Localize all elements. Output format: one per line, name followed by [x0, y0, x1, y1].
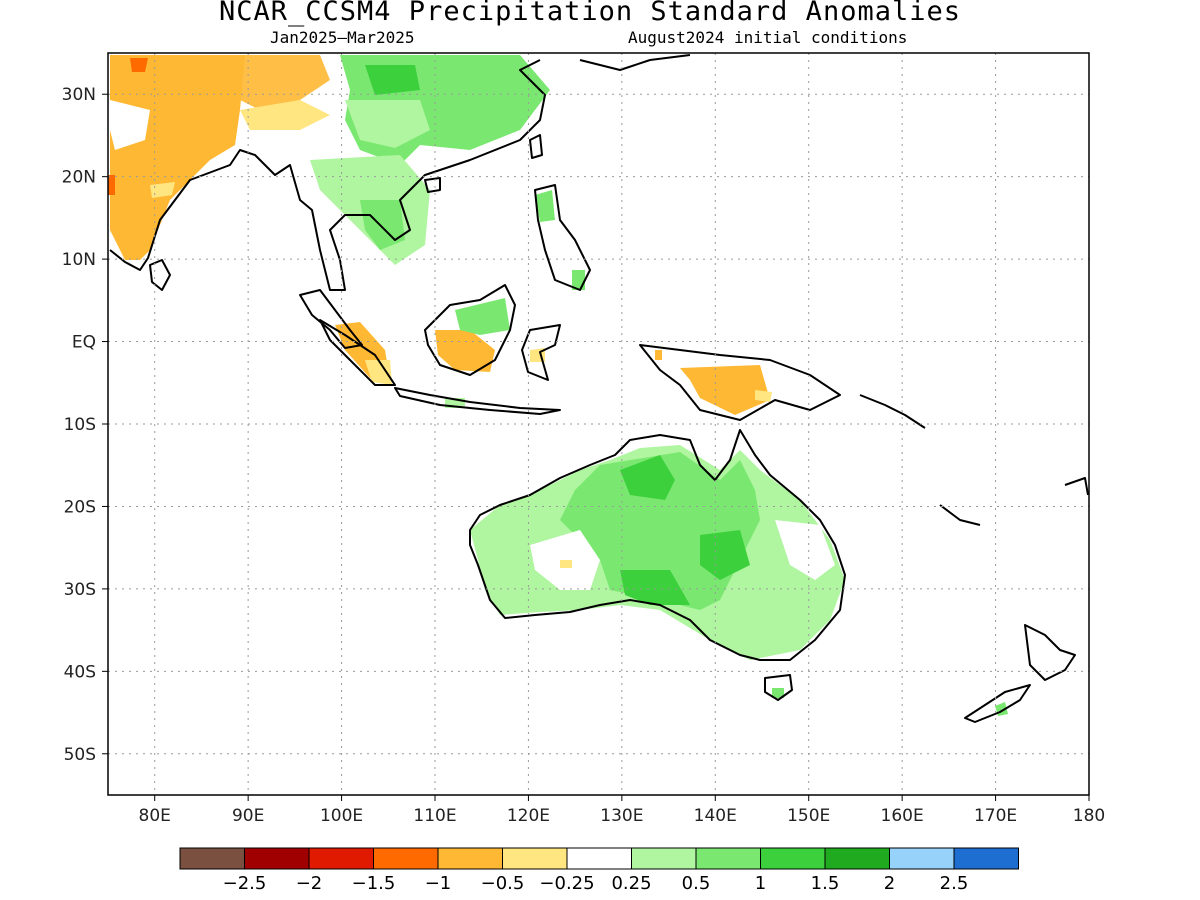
- colorbar-label: −0.25: [539, 873, 594, 894]
- colorbar-swatch: [566, 847, 632, 870]
- lat-label: EQ: [72, 333, 96, 353]
- coast-australia: [469, 429, 846, 661]
- anomaly-dry-borneo: [435, 330, 495, 372]
- anomaly-light-dry-india: [150, 182, 175, 198]
- coast-solomon: [859, 394, 926, 429]
- longitude-labels: 80E 90E 100E 110E 120E 130E 140E 150E 160E 170E 18…: [139, 806, 1106, 826]
- colorbar-swatch: [889, 847, 955, 870]
- colorbar-swatch: [179, 847, 245, 870]
- coast-philippines: [534, 184, 591, 291]
- coast-vanuatu-fiji: [939, 477, 1089, 526]
- coast-java: [394, 387, 561, 415]
- anomaly-neutral-australia-e: [775, 520, 835, 580]
- anomaly-strong-wet-australia-c: [700, 530, 750, 580]
- lat-label: 30N: [62, 85, 96, 105]
- coast-malay-peninsula: [299, 289, 363, 349]
- lon-label: 180: [1073, 806, 1105, 826]
- lon-label: 160E: [881, 806, 924, 826]
- coast-asia-mainland: [109, 59, 546, 291]
- coast-hainan: [424, 177, 441, 193]
- colorbar-label: 2.5: [940, 873, 969, 894]
- anomaly-dry-india: [110, 55, 245, 260]
- colorbar-swatch: [631, 847, 697, 870]
- colorbar-swatch: [373, 847, 439, 870]
- anomaly-neutral-india: [110, 100, 150, 150]
- lon-label: 140E: [694, 806, 737, 826]
- lon-label: 120E: [507, 806, 550, 826]
- axis-ticks: [102, 93, 1090, 801]
- anomaly-light-dry-new-guinea: [655, 350, 662, 360]
- lat-label: 20S: [64, 497, 96, 517]
- lon-label: 90E: [232, 806, 264, 826]
- coast-taiwan: [529, 134, 543, 159]
- anomaly-strong-dry-india: [130, 58, 148, 72]
- colorbar-swatch: [502, 847, 568, 870]
- lon-label: 150E: [787, 806, 830, 826]
- lat-label: 20N: [62, 168, 96, 188]
- colorbar-label: 0.5: [682, 873, 711, 894]
- colorbar-swatch: [308, 847, 374, 870]
- coast-sumatra: [319, 319, 396, 386]
- colorbar-label: 0.25: [611, 873, 651, 894]
- coast-new-zealand-north: [1024, 624, 1076, 681]
- colorbar: [179, 847, 1019, 870]
- forecast-period: Jan2025–Mar2025: [270, 28, 415, 47]
- colorbar-swatch: [760, 847, 826, 870]
- latitude-labels: 30N 20N 10N EQ 10S 20S 30S 40S 50S: [62, 85, 96, 765]
- lon-label: 110E: [413, 806, 456, 826]
- coast-sri-lanka: [149, 259, 171, 291]
- coastlines: [109, 54, 1089, 723]
- colorbar-swatch: [244, 847, 310, 870]
- anomaly-light-dry-australia: [560, 560, 572, 568]
- anomaly-dry-himalaya: [160, 55, 330, 110]
- colorbar-label: 1: [755, 873, 766, 894]
- anomaly-fills: [108, 55, 1008, 716]
- colorbar-label: −2: [296, 873, 323, 894]
- lat-label: 10S: [64, 415, 96, 435]
- anomaly-strong-dry-india-w: [108, 175, 115, 195]
- colorbar-swatch: [437, 847, 503, 870]
- anomaly-light-dry-sumatra: [365, 360, 392, 385]
- lon-label: 130E: [600, 806, 643, 826]
- coast-sulawesi: [521, 324, 561, 381]
- coast-borneo: [424, 284, 516, 376]
- anomaly-light-dry-himalaya: [240, 100, 330, 130]
- colorbar-label: −1: [425, 873, 452, 894]
- lon-label: 80E: [139, 806, 171, 826]
- grid-lines: [108, 53, 1089, 795]
- colorbar-label: 2: [884, 873, 895, 894]
- colorbar-label: −0.5: [481, 873, 525, 894]
- lon-label: 100E: [320, 806, 363, 826]
- colorbar-label: 1.5: [811, 873, 840, 894]
- anomaly-wet-borneo: [455, 298, 510, 335]
- initial-conditions: August2024 initial conditions: [628, 28, 908, 47]
- anomaly-wet-philippines: [535, 190, 555, 222]
- lat-label: 50S: [64, 745, 96, 765]
- anomaly-strong-wet-australia-n: [620, 455, 675, 500]
- anomaly-dry-new-guinea: [680, 365, 770, 415]
- lon-label: 170E: [974, 806, 1017, 826]
- anomaly-wet-indochina-core: [360, 200, 405, 250]
- colorbar-label: −2.5: [223, 873, 267, 894]
- colorbar-labels: −2.5 −2 −1.5 −1 −0.5 −0.25 0.25 0.5 1 1.5 2 2.5: [223, 873, 969, 894]
- colorbar-swatch: [953, 847, 1019, 870]
- lat-label: 40S: [64, 662, 96, 682]
- coast-new-zealand-south: [964, 684, 1031, 723]
- lat-label: 30S: [64, 580, 96, 600]
- coast-new-guinea: [639, 344, 841, 421]
- anomaly-wet-tasmania: [772, 688, 784, 698]
- anomaly-strong-wet-australia-s: [620, 570, 690, 605]
- anomaly-light-dry-new-guinea-e: [755, 390, 772, 402]
- lat-label: 10N: [62, 250, 96, 270]
- colorbar-swatch: [695, 847, 761, 870]
- coast-japan: [579, 54, 691, 71]
- colorbar-label: −1.5: [352, 873, 396, 894]
- coast-tasmania: [764, 674, 793, 701]
- colorbar-swatch: [824, 847, 890, 870]
- anomaly-strong-wet-china: [365, 65, 420, 95]
- anomaly-light-wet-china: [345, 100, 430, 148]
- map-title: NCAR_CCSM4 Precipitation Standard Anomal…: [219, 0, 961, 27]
